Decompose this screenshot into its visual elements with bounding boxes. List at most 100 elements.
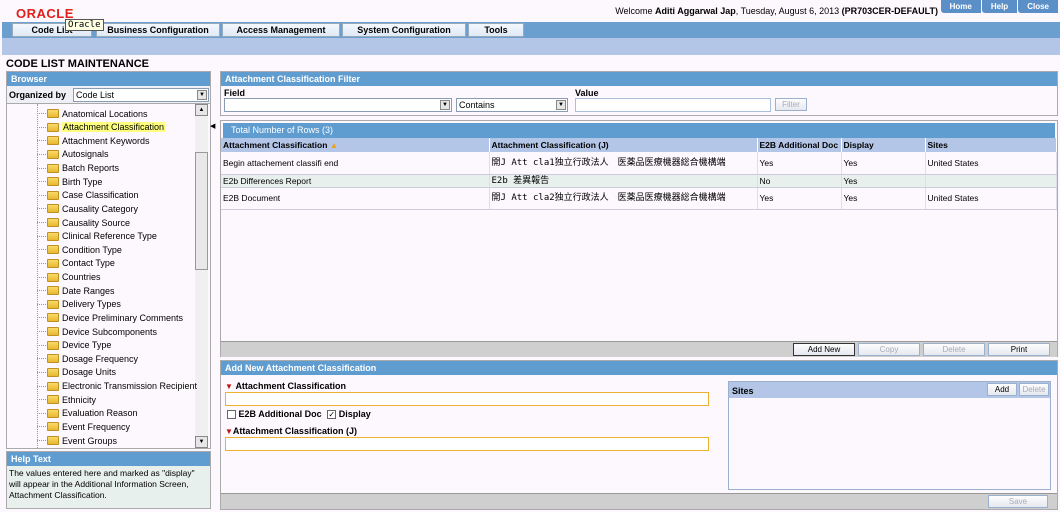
tree-item[interactable]: Condition Type: [37, 243, 122, 256]
home-link[interactable]: Home: [940, 0, 981, 13]
classification-j-input[interactable]: [225, 437, 709, 451]
tab-access-management[interactable]: Access Management: [222, 23, 340, 37]
e2b-additional-doc-checkbox[interactable]: [227, 410, 236, 420]
field-select[interactable]: ▼: [224, 98, 452, 112]
tree-line: [37, 412, 46, 414]
print-button[interactable]: Print: [988, 343, 1050, 356]
tree-item[interactable]: Case Classification: [37, 189, 139, 202]
tree-line: [37, 303, 46, 305]
close-link[interactable]: Close: [1018, 0, 1058, 13]
folder-icon: [47, 340, 59, 350]
tab-business-configuration[interactable]: Business Configuration: [96, 23, 220, 37]
display-checkbox[interactable]: ✓: [327, 410, 337, 420]
required-icon: ▼: [225, 382, 233, 391]
chevron-down-icon[interactable]: ▼: [556, 100, 566, 110]
organized-by-select[interactable]: Code List ▼: [73, 88, 209, 102]
folder-icon: [47, 177, 59, 187]
col-display[interactable]: Display: [841, 138, 926, 152]
table-row[interactable]: Begin attachement classifi end 開J Att cla…: [221, 152, 1057, 175]
save-bar: Save: [221, 493, 1057, 509]
tab-tools[interactable]: Tools: [468, 23, 524, 37]
tree-item-label: Evaluation Reason: [62, 408, 138, 419]
table-cell: Yes: [757, 187, 842, 210]
table-cell: 開J Att cla2独立行政法人 医薬品医療機器総合機構端: [489, 187, 758, 210]
col-attachment-classification[interactable]: Attachment Classification ▲: [221, 138, 490, 152]
oracle-logo: ORACLE: [16, 6, 74, 21]
display-label: Display: [338, 409, 371, 419]
tree-item-label: Dosage Units: [62, 367, 117, 378]
folder-icon: [47, 395, 59, 405]
tree-item[interactable]: Causality Source: [37, 216, 130, 229]
tree-item[interactable]: Attachment Classification: [37, 121, 166, 134]
operator-select[interactable]: Contains ▼: [456, 98, 568, 112]
tooltip: Oracle: [65, 19, 104, 31]
tree-line: [37, 358, 46, 360]
required-icon: ▼: [225, 427, 233, 436]
welcome-text: Welcome Aditi Aggarwal Jap, Tuesday, Aug…: [615, 6, 938, 16]
scroll-up-icon[interactable]: ▲: [195, 104, 208, 116]
tree-item[interactable]: Ethnicity: [37, 393, 96, 406]
folder-icon: [47, 299, 59, 309]
tree-item[interactable]: Electronic Transmission Recipient: [37, 380, 197, 393]
folder-icon: [47, 354, 59, 364]
folder-open-icon: [47, 122, 59, 132]
checkbox-row: E2B Additional Doc ✓ Display: [227, 409, 371, 420]
tree-item[interactable]: Event Frequency: [37, 420, 130, 433]
chevron-down-icon[interactable]: ▼: [440, 100, 450, 110]
delete-button[interactable]: Delete: [923, 343, 985, 356]
scroll-thumb[interactable]: [195, 152, 208, 270]
table-cell: E2b Differences Report: [221, 174, 490, 188]
sites-add-button[interactable]: Add: [987, 383, 1017, 396]
tree-line: [37, 167, 46, 169]
tree-item[interactable]: Clinical Reference Type: [37, 230, 157, 243]
value-input[interactable]: [575, 98, 771, 112]
tree-line: [37, 153, 46, 155]
folder-icon: [47, 245, 59, 255]
tree-item[interactable]: Device Preliminary Comments: [37, 311, 183, 324]
tree-item[interactable]: Autosignals: [37, 148, 109, 161]
tree-item[interactable]: Evaluation Reason: [37, 407, 138, 420]
classification-input[interactable]: [225, 392, 709, 406]
help-link[interactable]: Help: [981, 0, 1018, 13]
add-new-button[interactable]: Add New: [793, 343, 855, 356]
table-cell: E2b 差異報告: [489, 174, 758, 188]
col-sites[interactable]: Sites: [925, 138, 1057, 152]
tree-item[interactable]: Anatomical Locations: [37, 107, 148, 120]
table-row[interactable]: E2b Differences Report E2b 差異報告 No Yes: [221, 174, 1057, 188]
collapse-splitter-icon[interactable]: ◀: [210, 123, 216, 130]
filter-button[interactable]: Filter: [775, 98, 807, 111]
tree-item[interactable]: Event Groups: [37, 434, 117, 447]
tree-scrollbar[interactable]: ▲ ▼: [195, 104, 208, 448]
sites-delete-button[interactable]: Delete: [1019, 383, 1049, 396]
chevron-down-icon[interactable]: ▼: [197, 90, 207, 100]
tree-item[interactable]: Birth Type: [37, 175, 102, 188]
tree-item[interactable]: Batch Reports: [37, 162, 119, 175]
tree-item-label: Date Ranges: [62, 285, 115, 296]
tree-item[interactable]: Device Subcomponents: [37, 325, 157, 338]
folder-icon: [47, 218, 59, 228]
tree-item[interactable]: Attachment Keywords: [37, 134, 150, 147]
tree-item[interactable]: Delivery Types: [37, 298, 121, 311]
tree-item[interactable]: Causality Category: [37, 202, 138, 215]
tree-item[interactable]: Dosage Frequency: [37, 352, 138, 365]
tree-item[interactable]: Countries: [37, 271, 101, 284]
copy-button[interactable]: Copy: [858, 343, 920, 356]
tree-line: [37, 276, 46, 278]
scroll-down-icon[interactable]: ▼: [195, 436, 208, 448]
tab-system-configuration[interactable]: System Configuration: [342, 23, 466, 37]
table-cell: United States: [925, 152, 1057, 175]
tree-item[interactable]: Date Ranges: [37, 284, 115, 297]
col-attachment-classification-j[interactable]: Attachment Classification (J): [489, 138, 758, 152]
save-button[interactable]: Save: [988, 495, 1048, 508]
folder-icon: [47, 136, 59, 146]
tree-item-label: Countries: [62, 272, 101, 283]
date: , Tuesday, August 6, 2013: [735, 6, 842, 16]
tree-item-label: Attachment Keywords: [62, 135, 150, 146]
col-e2b-additional-doc[interactable]: E2B Additional Doc: [757, 138, 842, 152]
tree-item-label: Case Classification: [62, 190, 139, 201]
table-cell: Yes: [841, 187, 926, 210]
table-row[interactable]: E2B Document 開J Att cla2独立行政法人 医薬品医療機器総合機…: [221, 187, 1057, 210]
tree-item[interactable]: Device Type: [37, 339, 111, 352]
tree-item[interactable]: Dosage Units: [37, 366, 117, 379]
tree-item[interactable]: Contact Type: [37, 257, 115, 270]
